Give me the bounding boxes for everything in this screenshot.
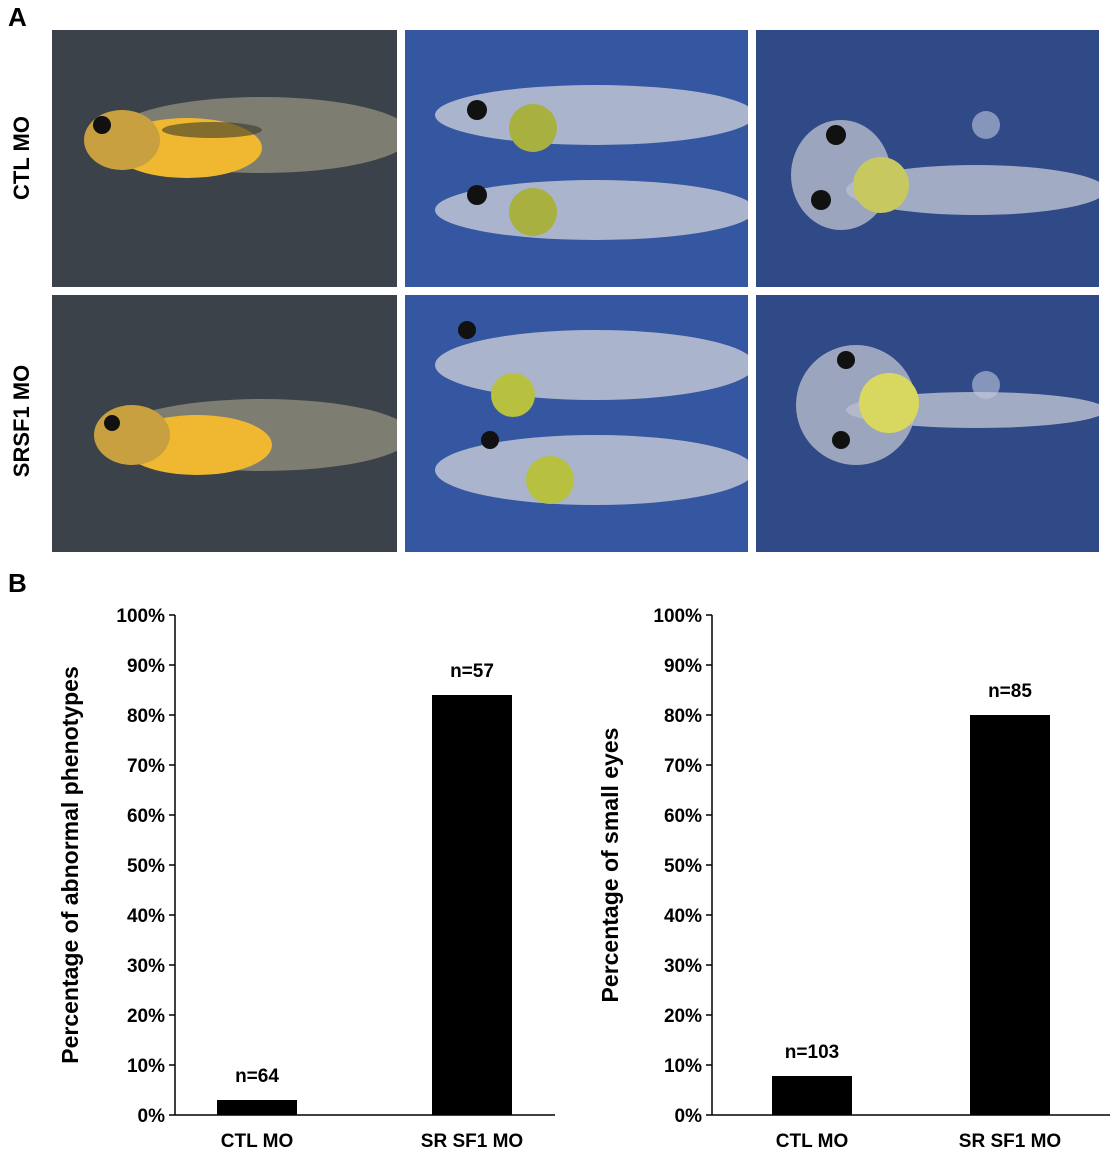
chart-abnormal-phenotypes: 0% 10% 20% 30% 40% 50% 60% 70% 80% 90% 100% Percent…	[0, 590, 560, 1153]
bar-data-label: n=85	[988, 681, 1032, 702]
bar-data-label: n=103	[785, 1042, 839, 1063]
row-label-ctl-mo: CTL MO	[9, 116, 34, 200]
photo-ctl-lateral	[52, 30, 397, 287]
bar	[217, 1100, 297, 1115]
y-tick-label: 100%	[653, 606, 702, 627]
y-tick-label: 20%	[127, 1006, 165, 1027]
y-tick-label: 90%	[664, 656, 702, 677]
x-category-label: SR SF1 MO	[959, 1131, 1061, 1152]
panel-a-letter: A	[8, 2, 27, 32]
y-tick-label: 30%	[664, 956, 702, 977]
x-category-label: SR SF1 MO	[421, 1131, 523, 1152]
y-tick-label: 60%	[664, 806, 702, 827]
chart-small-eyes: 0% 10% 20% 30% 40% 50% 60% 70% 80% 90% 100% Percent…	[560, 590, 1114, 1153]
x-category-label: CTL MO	[776, 1131, 848, 1152]
photo-srsf1-pair	[405, 295, 748, 552]
bar-data-label: n=64	[235, 1066, 279, 1087]
photo-ctl-ventral	[756, 30, 1099, 287]
y-tick-label: 40%	[664, 906, 702, 927]
y-tick-label: 50%	[127, 856, 165, 877]
bar	[772, 1076, 852, 1115]
y-tick-label: 80%	[127, 706, 165, 727]
y-axis-label: Percentage of small eyes	[597, 728, 623, 1003]
y-tick-label: 30%	[127, 956, 165, 977]
y-tick-label: 40%	[127, 906, 165, 927]
y-tick-label: 10%	[664, 1056, 702, 1077]
y-tick-label: 80%	[664, 706, 702, 727]
y-tick-label: 90%	[127, 656, 165, 677]
y-tick-label: 70%	[664, 756, 702, 777]
row-label-srsf1-mo: SRSF1 MO	[9, 364, 34, 478]
y-tick-label: 0%	[138, 1106, 166, 1127]
y-tick-label: 10%	[127, 1056, 165, 1077]
y-axis-label: Percentage of abnormal phenotypes	[57, 666, 83, 1063]
y-tick-label: 50%	[664, 856, 702, 877]
y-tick-label: 60%	[127, 806, 165, 827]
y-tick-label: 20%	[664, 1006, 702, 1027]
y-tick-label: 100%	[116, 606, 165, 627]
bar-data-label: n=57	[450, 661, 494, 682]
x-category-label: CTL MO	[221, 1131, 293, 1152]
photo-srsf1-ventral	[756, 295, 1099, 552]
photo-ctl-pair	[405, 30, 748, 287]
panel-b-letter: B	[8, 568, 27, 598]
bar	[970, 715, 1050, 1115]
bar	[432, 695, 512, 1115]
y-tick-label: 70%	[127, 756, 165, 777]
photo-srsf1-lateral	[52, 295, 397, 552]
y-tick-label: 0%	[675, 1106, 703, 1127]
